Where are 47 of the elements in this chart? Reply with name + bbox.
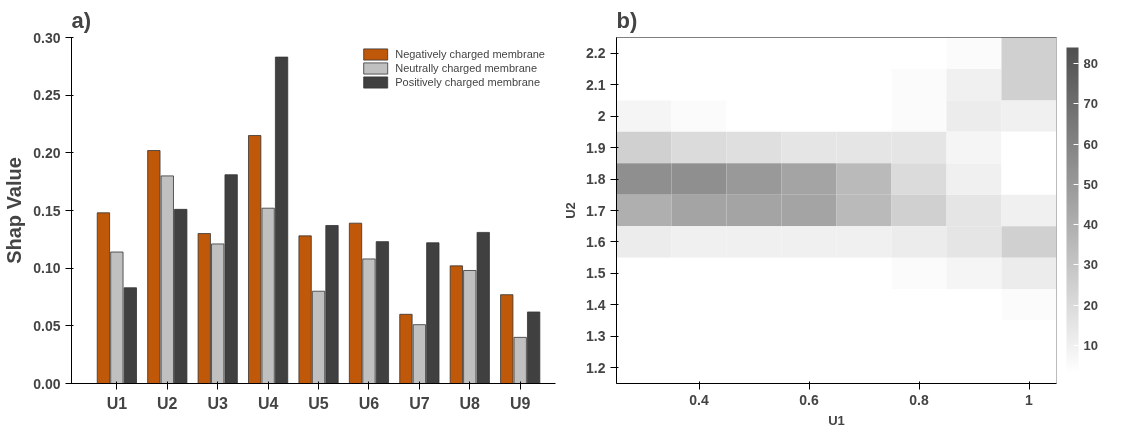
y-tick-label: 1.8 — [586, 171, 606, 188]
y-axis-title: U2 — [563, 202, 579, 219]
color-bar-label: 50 — [1083, 176, 1098, 192]
legend-label: Positively charged membrane — [395, 76, 541, 88]
x-tick-label: U3 — [207, 394, 229, 412]
x-tick-label: 0.8 — [909, 391, 929, 408]
y-tick-label: 2.1 — [586, 76, 606, 93]
x-tick-label: U9 — [509, 394, 531, 412]
color-bar-label: 60 — [1083, 136, 1098, 152]
x-tick-label: U5 — [308, 394, 329, 412]
y-tick-label: 2.2 — [586, 45, 606, 62]
color-bar-label: 80 — [1083, 56, 1098, 72]
color-bar-label: 10 — [1083, 337, 1098, 353]
color-bar-label: 70 — [1083, 96, 1098, 112]
y-axis-title: Shap Value — [3, 157, 26, 264]
x-tick-label: U7 — [409, 394, 430, 412]
y-tick-label: 0.00 — [33, 375, 61, 392]
x-tick-label: U8 — [459, 394, 481, 412]
y-tick-label: 0.05 — [33, 317, 61, 334]
y-tick-label: 1.3 — [586, 328, 606, 345]
y-tick-label: 1.6 — [586, 233, 606, 250]
color-bar-label: 40 — [1083, 217, 1098, 233]
y-tick-label: 1.7 — [586, 202, 606, 219]
y-tick-label: 0.10 — [33, 260, 61, 277]
legend-label: Neutrally charged membrane — [395, 62, 538, 74]
y-tick-label: 1.4 — [586, 296, 606, 313]
x-tick-label: U2 — [157, 394, 178, 412]
x-tick-label: U4 — [257, 394, 279, 412]
x-tick-label: 0.4 — [689, 391, 709, 408]
y-tick-label: 0.30 — [33, 29, 61, 46]
x-tick-label: U1 — [106, 394, 128, 412]
x-tick-label: 0.6 — [799, 391, 819, 408]
x-axis-title: U1 — [828, 412, 845, 428]
y-tick-label: 1.5 — [586, 265, 606, 282]
x-tick-label: 1 — [1025, 391, 1034, 408]
y-tick-label: 0.20 — [33, 144, 61, 161]
x-tick-label: U6 — [358, 394, 380, 412]
y-tick-label: 0.15 — [33, 202, 61, 219]
y-tick-label: 2 — [597, 108, 606, 125]
chart-title: b) — [616, 7, 638, 33]
color-bar-label: 30 — [1083, 257, 1098, 273]
y-tick-label: 0.25 — [33, 87, 61, 104]
legend-label: Negatively charged membrane — [395, 48, 545, 60]
color-bar-label: 20 — [1083, 297, 1098, 313]
y-tick-label: 1.2 — [586, 359, 606, 376]
y-tick-label: 1.9 — [586, 139, 606, 156]
chart-title: a) — [71, 7, 92, 33]
